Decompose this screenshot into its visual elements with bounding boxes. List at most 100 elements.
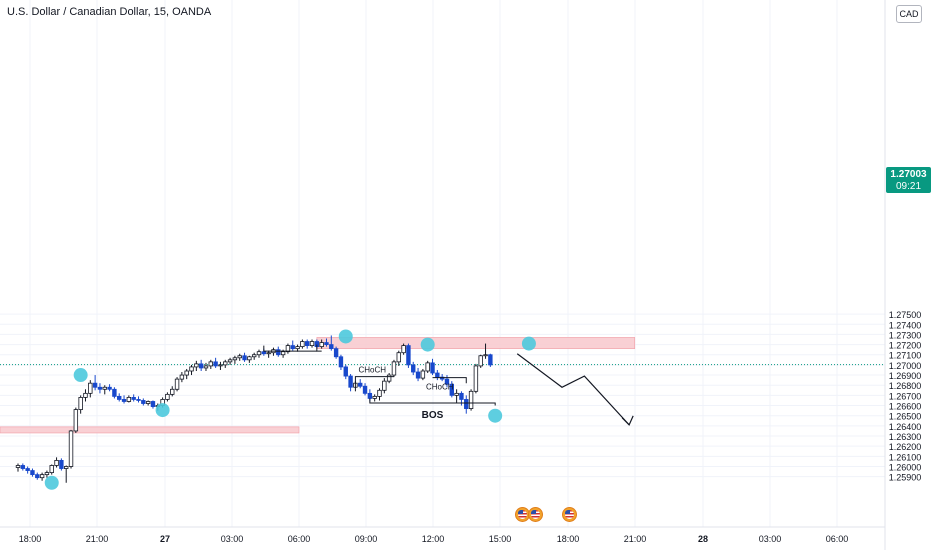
bullish-candle [39, 474, 45, 479]
bullish-candle [223, 361, 228, 366]
price-axis[interactable]: 1.275001.274001.273001.272001.271001.270… [889, 310, 922, 483]
bullish-candle [420, 370, 426, 379]
bearish-candle [304, 341, 310, 346]
bullish-candle [377, 389, 382, 397]
bearish-candle [35, 474, 40, 479]
bullish-candle [483, 354, 488, 357]
bearish-candle [362, 385, 368, 394]
time-tick-label: 03:00 [759, 534, 782, 544]
time-tick-label: 03:00 [221, 534, 244, 544]
bearish-candle [343, 366, 348, 377]
bullish-candle [170, 388, 175, 395]
bullish-candle [256, 351, 262, 356]
price-tick-label: 1.26300 [889, 432, 922, 442]
bearish-candle [97, 386, 103, 390]
bearish-candle [464, 399, 469, 409]
us-flag-icon[interactable] [528, 507, 543, 522]
bearish-candle [198, 363, 204, 369]
bullish-candle [247, 356, 252, 361]
choch-line [432, 377, 467, 384]
bullish-candle [266, 352, 271, 355]
bullish-candle [300, 341, 305, 348]
time-axis[interactable]: 18:00 21:00 27 03:00 06:00 09:00 12:00 15:00 18:… [19, 534, 849, 544]
bullish-candle [478, 355, 483, 367]
time-tick-label: 15:00 [489, 534, 512, 544]
bearish-candle [449, 383, 454, 396]
bearish-candle [348, 375, 353, 388]
bearish-candle [59, 460, 64, 469]
price-tick-label: 1.27100 [889, 351, 922, 361]
swing-point-markers [44, 329, 536, 490]
bullish-candle [102, 386, 107, 390]
choch-label: CHoCH [426, 383, 454, 392]
bullish-candle [49, 465, 54, 473]
bearish-candle [242, 355, 247, 361]
bearish-candle [30, 470, 35, 476]
bearish-candle [415, 371, 421, 379]
price-tick-label: 1.27200 [889, 341, 922, 351]
price-tick-label: 1.26900 [889, 371, 922, 381]
bearish-candle [367, 392, 373, 399]
bearish-candle [131, 397, 136, 400]
price-tick-label: 1.26000 [889, 463, 922, 473]
bullish-candle [285, 345, 291, 353]
bullish-candle [174, 378, 180, 390]
bearish-candle [92, 382, 98, 388]
time-tick-label: 18:00 [19, 534, 42, 544]
swing-marker [155, 403, 170, 418]
bullish-candle [208, 361, 213, 367]
price-tick-label: 1.25900 [889, 473, 922, 483]
bearish-candle [411, 364, 416, 373]
us-flag-icon[interactable] [515, 507, 530, 522]
arrowhead [621, 415, 634, 426]
bullish-candle [232, 357, 238, 361]
bearish-candle [25, 468, 30, 471]
bullish-candle [126, 397, 132, 402]
time-tick-label: 21:00 [624, 534, 647, 544]
bullish-candle [218, 364, 223, 367]
bearish-candle [358, 382, 363, 387]
bullish-candle [88, 382, 93, 394]
bullish-candle [227, 359, 233, 363]
market-structure-lines: CHoCH CHoCH BOS [263, 344, 496, 421]
currency-scale-button[interactable]: CAD [896, 5, 922, 23]
swing-marker [521, 336, 536, 351]
bullish-candle [68, 430, 74, 467]
current-price-tag: 1.27003 09:21 [886, 167, 931, 193]
bullish-candle [184, 370, 189, 376]
price-tick-label: 1.27000 [889, 361, 922, 371]
bearish-candle [406, 345, 411, 366]
price-tick-label: 1.26700 [889, 391, 922, 401]
bos-line [369, 398, 496, 406]
bearish-candle [444, 378, 450, 385]
price-tick-label: 1.26500 [889, 412, 922, 422]
time-tick-label: 28 [698, 534, 708, 544]
swing-marker [488, 408, 503, 423]
current-price-value: 1.27003 [890, 169, 927, 180]
time-tick-label: 18:00 [557, 534, 580, 544]
swing-marker [338, 329, 353, 344]
bearish-candle [107, 386, 112, 390]
price-tick-label: 1.26800 [889, 381, 922, 391]
bearish-candle [213, 361, 218, 367]
bearish-candle [121, 399, 127, 402]
price-tick-label: 1.26400 [889, 422, 922, 432]
bullish-candle [189, 366, 194, 372]
projection-arrow [516, 353, 634, 426]
bullish-candle [396, 352, 401, 363]
bullish-candle [194, 363, 199, 368]
bearish-candle [290, 345, 295, 350]
swing-marker [420, 337, 435, 352]
bullish-candle [165, 393, 170, 400]
bearish-candle [435, 372, 440, 378]
bullish-candle [473, 365, 479, 392]
price-zone [0, 426, 300, 434]
us-flag-icon[interactable] [562, 507, 577, 522]
candlestick-series [15, 335, 493, 483]
choch-line [354, 376, 394, 388]
bullish-candle [83, 392, 88, 398]
bearish-candle [459, 392, 464, 400]
bar-countdown: 09:21 [895, 181, 922, 192]
bearish-candle [324, 342, 329, 345]
